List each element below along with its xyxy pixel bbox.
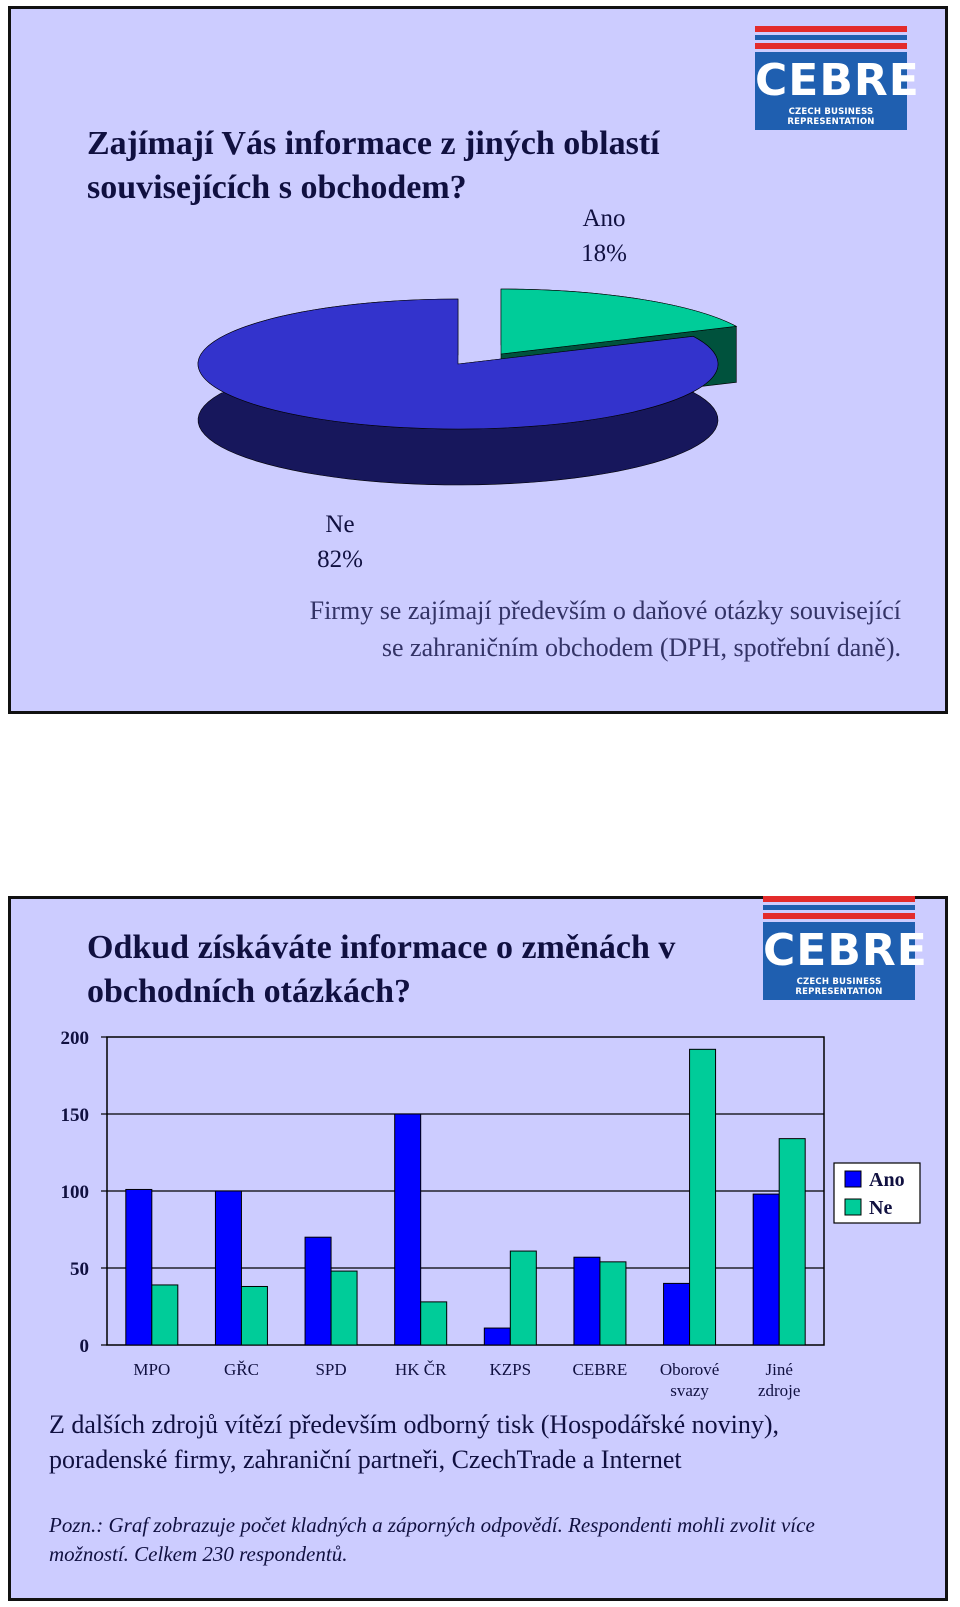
pie-title: Zajímají Vás informace z jiných oblastí … <box>87 122 660 210</box>
bar-ne <box>151 1284 179 1346</box>
bar-ne <box>778 1138 806 1346</box>
x-tick-label: Oborové <box>660 1360 719 1379</box>
bar-ne <box>330 1270 358 1346</box>
x-tick-label: CEBRE <box>573 1360 628 1379</box>
legend-swatch-ano <box>844 1170 862 1188</box>
bar-ano <box>663 1282 691 1346</box>
y-tick-label: 200 <box>61 1028 90 1049</box>
logo-text: CEBRE <box>755 55 920 106</box>
pie-note: Firmy se zajímají především o daňové otá… <box>11 592 901 666</box>
pie-panel: CEBRE CZECH BUSINESS REPRESENTATION Zají… <box>8 6 948 714</box>
y-tick-label: 150 <box>61 1105 90 1126</box>
legend-label-ne: Ne <box>869 1197 892 1219</box>
x-tick-label: Jiné <box>765 1360 792 1379</box>
logo-tagline: CZECH BUSINESS REPRESENTATION <box>787 107 875 127</box>
bar-title-line1: Odkud získáváte informace o změnách v <box>87 929 676 966</box>
pie-slice-ne <box>197 298 719 486</box>
bar-ne <box>599 1261 627 1346</box>
bar-ano <box>483 1327 511 1346</box>
y-tick-label: 50 <box>70 1259 89 1280</box>
bar-ano <box>394 1113 422 1346</box>
x-tick-label: svazy <box>670 1381 709 1400</box>
pie-note-line1: Firmy se zajímají především o daňové otá… <box>309 596 901 625</box>
pie-slice-top <box>500 288 738 355</box>
pie-title-line1: Zajímají Vás informace z jiných oblastí <box>87 125 660 162</box>
pie-chart: Ano 18% Ne 82% <box>197 205 738 573</box>
bar-ne <box>509 1250 537 1346</box>
bar-ano <box>304 1236 332 1346</box>
logo-red-stripe <box>763 896 915 902</box>
bar-ano <box>752 1193 780 1346</box>
x-tick-label: KZPS <box>490 1360 532 1379</box>
pie-note-line2: se zahraničním obchodem (DPH, spotřební … <box>381 633 901 662</box>
bar-title: Odkud získáváte informace o změnách v ob… <box>87 926 675 1014</box>
logo-red-stripe <box>755 43 907 49</box>
logo-tagline: CZECH BUSINESS REPRESENTATION <box>795 977 883 997</box>
logo-red-stripe <box>755 26 907 32</box>
pie-label-ne-value: 82% <box>317 546 363 573</box>
logo-box: CEBRE CZECH BUSINESS REPRESENTATION <box>763 922 928 1000</box>
bar-ne <box>689 1048 717 1346</box>
x-tick-label: MPO <box>133 1360 170 1379</box>
bar-note-line1: Z dalších zdrojů vítězí především odborn… <box>49 1410 780 1439</box>
cebre-logo: CEBRE CZECH BUSINESS REPRESENTATION <box>763 896 928 1000</box>
logo-red-stripe <box>763 913 915 919</box>
x-tick-label: zdroje <box>758 1381 800 1400</box>
bar-footnote-line1: Pozn.: Graf zobrazuje počet kladných a z… <box>49 1513 815 1537</box>
x-tick-label: SPD <box>315 1360 346 1379</box>
legend: Ano Ne <box>833 1162 921 1224</box>
bar-note: Z dalších zdrojů vítězí především odborn… <box>49 1407 779 1477</box>
bar-ne <box>240 1285 268 1346</box>
cebre-logo: CEBRE CZECH BUSINESS REPRESENTATION <box>755 26 920 130</box>
y-tick-label: 0 <box>80 1336 90 1357</box>
bar-ano <box>214 1190 242 1346</box>
bar-ano <box>573 1256 601 1346</box>
y-tick-label: 100 <box>61 1182 90 1203</box>
pie-slice-top <box>197 298 719 430</box>
pie-label-ano-value: 18% <box>581 240 627 267</box>
legend-label-ano: Ano <box>869 1169 905 1191</box>
bar-title-line2: obchodních otázkách? <box>87 973 411 1010</box>
bar-ne <box>420 1301 448 1346</box>
x-tick-label: GŘC <box>224 1360 259 1379</box>
bar-note-line2: poradenské firmy, zahraniční partneři, C… <box>49 1445 682 1474</box>
logo-text: CEBRE <box>763 925 928 976</box>
bar-footnote: Pozn.: Graf zobrazuje počet kladných a z… <box>49 1511 815 1569</box>
bar-panel: CEBRE CZECH BUSINESS REPRESENTATION Odku… <box>8 896 948 1601</box>
pie-label-ano-name: Ano <box>582 205 625 232</box>
x-tick-label: HK ČR <box>395 1360 447 1379</box>
logo-blue-stripe <box>755 35 907 40</box>
legend-swatch-ne <box>844 1198 862 1216</box>
bar-footnote-line2: možností. Celkem 230 respondentů. <box>49 1542 348 1566</box>
logo-box: CEBRE CZECH BUSINESS REPRESENTATION <box>755 52 920 130</box>
pie-title-line2: souvisejících s obchodem? <box>87 169 467 206</box>
bar-chart: 0 50 100 150 200 MPO GŘC SPD HK ČR KZPS CEBRE Oboro… <box>61 1028 921 1400</box>
logo-blue-stripe <box>763 905 915 910</box>
pie-label-ne-name: Ne <box>325 511 354 538</box>
bar-ano <box>125 1188 153 1346</box>
